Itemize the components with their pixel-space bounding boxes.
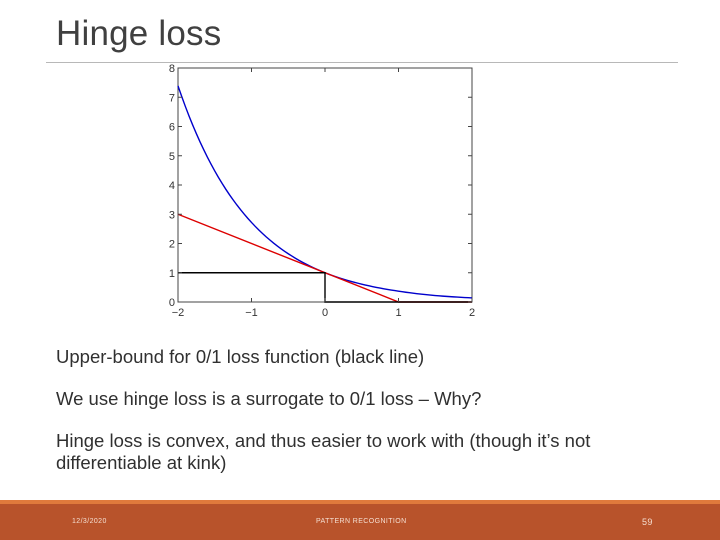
footer-bar: 12/3/2020 PATTERN RECOGNITION 59 <box>0 500 720 540</box>
x-axis-ticks: −2 −1 0 1 2 <box>172 68 475 319</box>
footer-course: PATTERN RECOGNITION <box>316 518 407 525</box>
y-tick-label: 7 <box>169 92 175 104</box>
bullet-list: Upper-bound for 0/1 loss function (black… <box>56 346 676 494</box>
y-tick-label: 2 <box>169 239 175 251</box>
y-tick-label: 1 <box>169 268 175 280</box>
bullet-item: We use hinge loss is a surrogate to 0/1 … <box>56 388 482 409</box>
y-tick-label: 3 <box>169 209 175 221</box>
y-tick-label: 0 <box>169 297 175 309</box>
y-axis-ticks: 0 1 2 3 4 5 6 7 8 <box>169 63 472 309</box>
title-divider <box>46 62 678 63</box>
plot-frame <box>177 67 473 303</box>
x-tick-label: 0 <box>322 307 328 319</box>
y-tick-label: 5 <box>169 151 175 163</box>
footer-page-number: 59 <box>642 517 653 527</box>
y-tick-label: 4 <box>169 180 175 192</box>
bullet-item: Upper-bound for 0/1 loss function (black… <box>56 346 425 367</box>
bullet-item: Hinge loss is convex, and thus easier to… <box>56 430 591 473</box>
y-tick-label: 8 <box>169 63 175 75</box>
x-tick-label: 2 <box>469 307 475 319</box>
x-tick-label: −2 <box>172 307 185 319</box>
plot-area <box>177 67 473 303</box>
x-tick-label: 1 <box>395 307 401 319</box>
footer-date: 12/3/2020 <box>72 518 107 525</box>
y-tick-label: 6 <box>169 122 175 134</box>
slide-title: Hinge loss <box>56 14 222 53</box>
x-tick-label: −1 <box>245 307 258 319</box>
loss-chart: −2 −1 0 1 2 0 1 2 3 4 5 6 7 8 <box>169 63 475 319</box>
